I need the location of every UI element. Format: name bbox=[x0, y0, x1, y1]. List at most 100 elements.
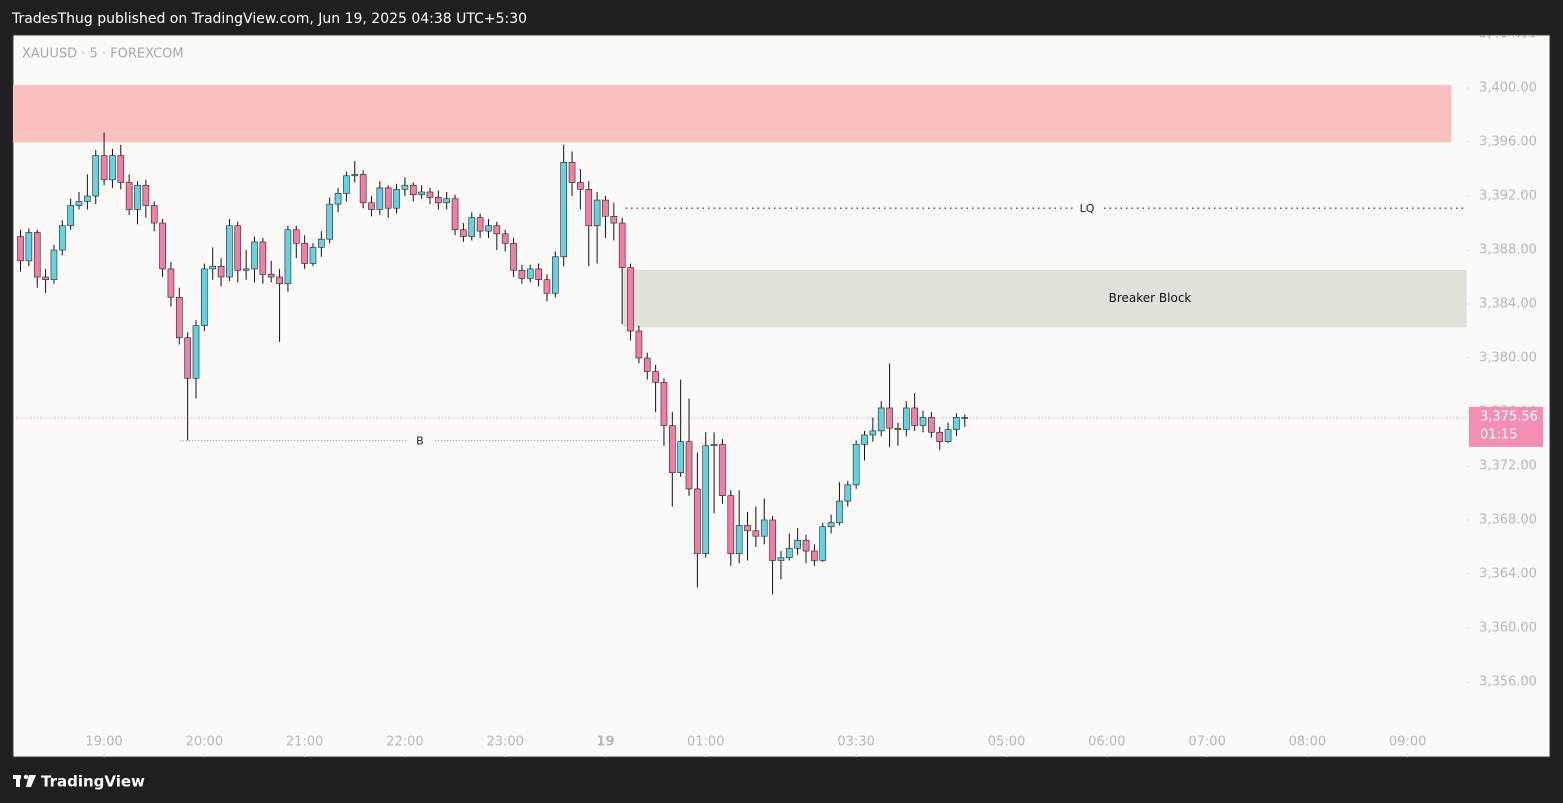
candle-body bbox=[518, 269, 526, 279]
candle-body bbox=[760, 519, 768, 537]
candle-body bbox=[861, 434, 868, 445]
candle-body bbox=[543, 279, 551, 294]
candle-body bbox=[777, 557, 785, 561]
candle-body bbox=[669, 425, 676, 474]
candle-body bbox=[602, 199, 609, 217]
candle-body bbox=[267, 274, 275, 278]
x-tick-label: 08:00 bbox=[1289, 735, 1326, 750]
candle-body bbox=[894, 427, 902, 430]
candle-body bbox=[627, 267, 634, 332]
candle-body bbox=[134, 184, 141, 210]
y-tick-label: 3,380.00 bbox=[1479, 351, 1537, 366]
candle-body bbox=[652, 371, 659, 383]
candle-body bbox=[451, 198, 459, 231]
candle-body bbox=[618, 222, 626, 268]
candle-body bbox=[368, 202, 375, 210]
zone bbox=[623, 270, 1467, 328]
candle-body bbox=[75, 201, 83, 206]
candle-body bbox=[685, 441, 693, 490]
candle-body bbox=[50, 249, 58, 281]
candle-body bbox=[501, 233, 509, 244]
candle-body bbox=[819, 526, 827, 561]
countdown-label: 01:15 bbox=[1480, 427, 1517, 442]
candle-body bbox=[852, 444, 860, 486]
candle-body bbox=[242, 268, 250, 271]
candle-body bbox=[794, 539, 801, 549]
x-tick-label: 19 bbox=[596, 735, 614, 750]
candle-body bbox=[660, 381, 668, 426]
candle-body bbox=[811, 550, 818, 561]
candle-body bbox=[217, 265, 225, 278]
candle-body bbox=[443, 198, 451, 204]
brand: TradingView bbox=[41, 773, 145, 791]
y-tick-label: 3,372.00 bbox=[1479, 458, 1537, 473]
candle-body bbox=[142, 184, 150, 206]
x-tick-label: 05:00 bbox=[988, 735, 1025, 750]
candle-body bbox=[17, 236, 24, 262]
candle-body bbox=[343, 175, 350, 194]
candle-body bbox=[610, 215, 618, 224]
candle-body bbox=[209, 265, 217, 270]
chart-title: TradesThug published on TradingView.com,… bbox=[11, 11, 527, 27]
candle-body bbox=[276, 276, 283, 285]
candle-body bbox=[928, 417, 935, 433]
candle-body bbox=[886, 407, 893, 429]
candle-body bbox=[42, 276, 49, 281]
candle-body bbox=[150, 205, 158, 224]
candle-body bbox=[251, 241, 258, 270]
candle-body bbox=[635, 330, 643, 359]
x-tick-label: 22:00 bbox=[386, 735, 423, 750]
x-tick-label: 07:00 bbox=[1188, 735, 1225, 750]
candle-body bbox=[568, 161, 576, 183]
candle-body bbox=[752, 530, 760, 537]
y-tick-label: 3,368.00 bbox=[1479, 512, 1537, 527]
candle-body bbox=[460, 229, 467, 237]
x-tick-label: 21:00 bbox=[286, 735, 323, 750]
candle-body bbox=[510, 242, 517, 271]
y-tick-label: 3,400.00 bbox=[1479, 81, 1537, 96]
candle-body bbox=[92, 155, 100, 197]
candle-body bbox=[376, 187, 384, 210]
candle-body bbox=[33, 232, 41, 278]
candle-body bbox=[359, 174, 367, 204]
candle-body bbox=[234, 225, 242, 271]
level-label-bg bbox=[405, 432, 434, 449]
candle-body bbox=[702, 445, 710, 555]
candle-body bbox=[769, 519, 776, 561]
candle-body bbox=[902, 407, 910, 430]
last-price-box bbox=[1469, 406, 1543, 447]
candle-body bbox=[192, 325, 200, 379]
candle-body bbox=[25, 232, 33, 262]
candle-body bbox=[117, 155, 125, 183]
candle-body bbox=[526, 268, 534, 279]
candle-body bbox=[476, 217, 484, 232]
candle-body bbox=[167, 268, 175, 298]
candle-body bbox=[577, 182, 584, 190]
candle-body bbox=[710, 444, 718, 447]
level-label-bg bbox=[1073, 200, 1102, 217]
candle-body bbox=[744, 525, 751, 532]
candle-body bbox=[401, 184, 409, 190]
candle-body bbox=[643, 357, 651, 372]
candle-body bbox=[535, 268, 542, 281]
candle-body bbox=[109, 155, 116, 181]
y-tick-label: 3,364.00 bbox=[1479, 566, 1537, 581]
candle-body bbox=[284, 229, 292, 285]
candle-body bbox=[409, 184, 417, 195]
y-tick-label: 3,404.00 bbox=[1479, 27, 1537, 42]
candle-body bbox=[393, 188, 400, 209]
candle-body bbox=[877, 407, 885, 432]
x-tick-label: 09:00 bbox=[1389, 735, 1426, 750]
last-price-label: 3,375.56 bbox=[1480, 409, 1538, 424]
candle-body bbox=[836, 500, 843, 523]
candle-body bbox=[125, 182, 133, 210]
candle-body bbox=[585, 188, 593, 227]
candle-body bbox=[318, 238, 325, 248]
candle-body bbox=[301, 242, 308, 264]
candle-body bbox=[334, 193, 342, 205]
candle-body bbox=[100, 155, 108, 181]
candle-body bbox=[919, 417, 927, 426]
candle-body bbox=[694, 488, 701, 555]
candle-body bbox=[184, 337, 191, 379]
